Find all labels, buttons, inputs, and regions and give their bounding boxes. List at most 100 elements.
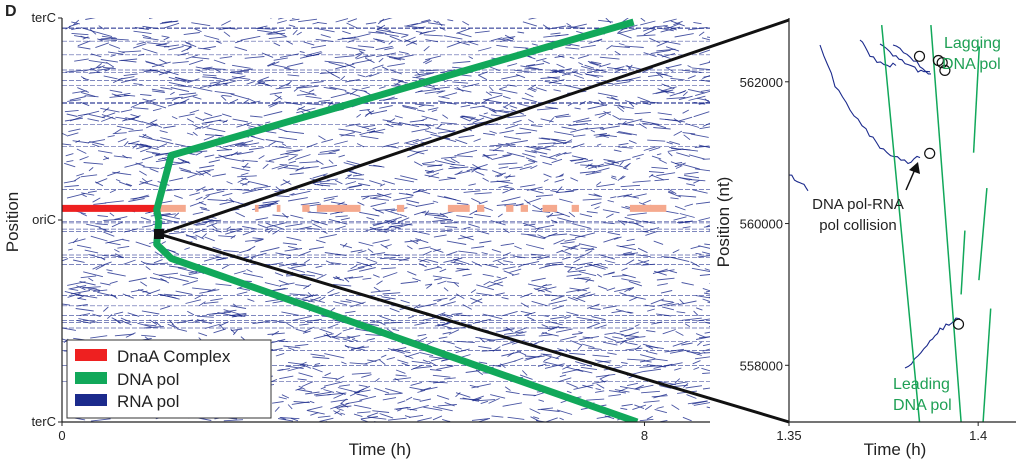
rna-pol-trace bbox=[653, 25, 668, 28]
rna-pol-trace bbox=[250, 115, 263, 118]
rna-pol-trace bbox=[494, 292, 505, 296]
rna-pol-trace bbox=[231, 76, 251, 80]
rna-pol-trace bbox=[616, 131, 632, 136]
rna-pol-trace bbox=[405, 352, 420, 358]
rna-pol-trace bbox=[623, 251, 633, 255]
rna-pol-trace bbox=[607, 271, 615, 275]
rna-pol-trace bbox=[257, 223, 269, 229]
rna-pol-trace bbox=[64, 109, 79, 113]
rna-pol-trace bbox=[438, 336, 448, 339]
rna-pol-trace bbox=[205, 121, 213, 124]
rna-pol-trace bbox=[512, 255, 526, 259]
rna-pol-trace bbox=[521, 370, 528, 376]
rna-pol-trace bbox=[569, 234, 586, 238]
rna-pol-trace bbox=[660, 26, 681, 33]
rna-pol-trace bbox=[502, 252, 511, 257]
rna-pol-trace bbox=[442, 331, 452, 335]
rna-pol-trace bbox=[140, 93, 152, 96]
rna-pol-trace bbox=[189, 201, 204, 207]
rna-pol-trace bbox=[550, 316, 567, 320]
rna-pol-trace bbox=[253, 185, 271, 190]
rna-pol-trace bbox=[286, 149, 303, 152]
rna-pol-trace bbox=[122, 118, 127, 122]
rna-pol-trace bbox=[278, 396, 287, 400]
rna-pol-trace bbox=[498, 166, 509, 169]
rna-pol-trace bbox=[77, 87, 89, 93]
rna-pol-trace bbox=[350, 264, 358, 270]
rna-pol-trace bbox=[80, 76, 87, 80]
rna-pol-trace bbox=[617, 28, 624, 34]
rna-pol-trace bbox=[289, 293, 308, 296]
rna-pol-trace bbox=[439, 268, 447, 273]
rna-pol-trace bbox=[110, 54, 116, 57]
rna-pol-trace bbox=[359, 395, 377, 401]
rna-pol-trace bbox=[65, 70, 83, 73]
rna-pol-trace bbox=[141, 334, 156, 338]
rna-pol-trace bbox=[389, 35, 403, 42]
rna-pol-trace bbox=[594, 206, 600, 210]
rna-pol-trace bbox=[142, 37, 159, 41]
rna-pol-trace bbox=[87, 190, 97, 193]
rna-pol-trace bbox=[584, 64, 595, 69]
rna-pol-trace bbox=[350, 249, 363, 253]
rna-pol-trace bbox=[569, 56, 575, 59]
rna-pol-trace bbox=[621, 403, 633, 407]
rna-pol-trace bbox=[276, 20, 287, 24]
rna-pol-trace bbox=[484, 94, 503, 101]
rna-pol-trace bbox=[687, 26, 708, 31]
rna-pol-trace bbox=[122, 239, 130, 242]
rna-pol-trace bbox=[150, 102, 167, 109]
rna-pol-trace bbox=[412, 142, 418, 145]
rna-pol-trace bbox=[590, 307, 601, 310]
rna-pol-trace bbox=[141, 121, 157, 127]
rna-pol-trace bbox=[210, 298, 223, 302]
rna-pol-trace bbox=[212, 246, 222, 251]
rna-pol-trace bbox=[433, 234, 447, 238]
rna-pol-trace bbox=[478, 74, 488, 81]
rna-pol-trace bbox=[361, 374, 372, 378]
rna-pol-trace bbox=[357, 74, 366, 78]
rna-pol-trace bbox=[366, 412, 379, 418]
rna-pol-trace bbox=[693, 310, 699, 317]
rna-pol-trace bbox=[382, 119, 392, 122]
rna-pol-trace bbox=[531, 43, 538, 46]
rna-pol-trace bbox=[100, 282, 111, 286]
rna-pol-trace bbox=[376, 29, 394, 34]
annotation-lagging-line2: DNA pol bbox=[942, 56, 1001, 73]
rna-pol-trace bbox=[69, 116, 83, 122]
rna-pol-trace bbox=[424, 174, 440, 179]
rna-pol-trace bbox=[566, 274, 582, 277]
rna-pol-trace bbox=[624, 163, 630, 170]
rna-pol-trace bbox=[193, 220, 210, 226]
rna-pol-trace bbox=[564, 238, 577, 242]
rna-pol-trace bbox=[356, 54, 369, 60]
rna-pol-trace bbox=[379, 413, 394, 419]
rna-pol-trace bbox=[479, 240, 492, 244]
rna-pol-trace bbox=[88, 288, 100, 293]
zoom-rna-pol-trace bbox=[892, 44, 931, 75]
rna-pol-trace bbox=[447, 176, 456, 180]
rna-pol-trace bbox=[590, 202, 602, 207]
rna-pol-trace bbox=[145, 266, 151, 271]
rna-pol-trace bbox=[576, 368, 593, 374]
rna-pol-trace bbox=[502, 154, 512, 157]
rna-pol-trace bbox=[225, 75, 246, 82]
rna-pol-trace bbox=[617, 106, 625, 113]
rna-pol-trace bbox=[370, 289, 391, 293]
rna-pol-trace bbox=[107, 272, 126, 277]
rna-pol-trace bbox=[180, 169, 200, 175]
rna-pol-trace bbox=[138, 179, 153, 186]
rna-pol-trace bbox=[156, 143, 168, 149]
rna-pol-trace bbox=[81, 192, 95, 196]
rna-pol-trace bbox=[568, 269, 586, 273]
rna-pol-trace bbox=[361, 124, 376, 128]
rna-pol-trace bbox=[323, 198, 335, 202]
rna-pol-trace bbox=[596, 383, 605, 389]
dnaA-complex-segment bbox=[520, 204, 528, 212]
rna-pol-trace bbox=[679, 213, 695, 218]
rna-pol-trace bbox=[674, 33, 694, 38]
rna-pol-trace bbox=[612, 81, 631, 85]
rna-pol-trace bbox=[660, 290, 673, 294]
rna-pol-trace bbox=[672, 249, 680, 254]
rna-pol-trace bbox=[333, 301, 348, 306]
